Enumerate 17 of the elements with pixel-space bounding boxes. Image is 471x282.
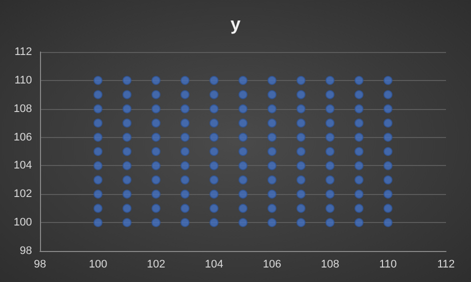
chart-title: y — [230, 14, 241, 34]
y-tick-label: 108 — [14, 102, 32, 115]
x-tick-label: 110 — [379, 258, 397, 270]
y-tick-label: 110 — [14, 74, 32, 86]
y-tick-label: 102 — [14, 188, 32, 200]
y-tick-label: 100 — [14, 216, 32, 229]
y-tick-label: 98 — [20, 245, 32, 257]
x-tick-label: 102 — [146, 258, 166, 270]
x-tick-label: 100 — [88, 258, 108, 270]
x-tick-label: 106 — [262, 258, 282, 270]
y-tick-label: 106 — [14, 131, 32, 144]
x-tick-label: 108 — [320, 258, 340, 270]
x-tick-label: 104 — [204, 258, 224, 270]
x-tick-label: 98 — [34, 258, 46, 270]
y-tick-label: 112 — [14, 46, 32, 58]
y-tick-label: 104 — [14, 160, 32, 172]
x-tick-label: 112 — [437, 258, 455, 270]
